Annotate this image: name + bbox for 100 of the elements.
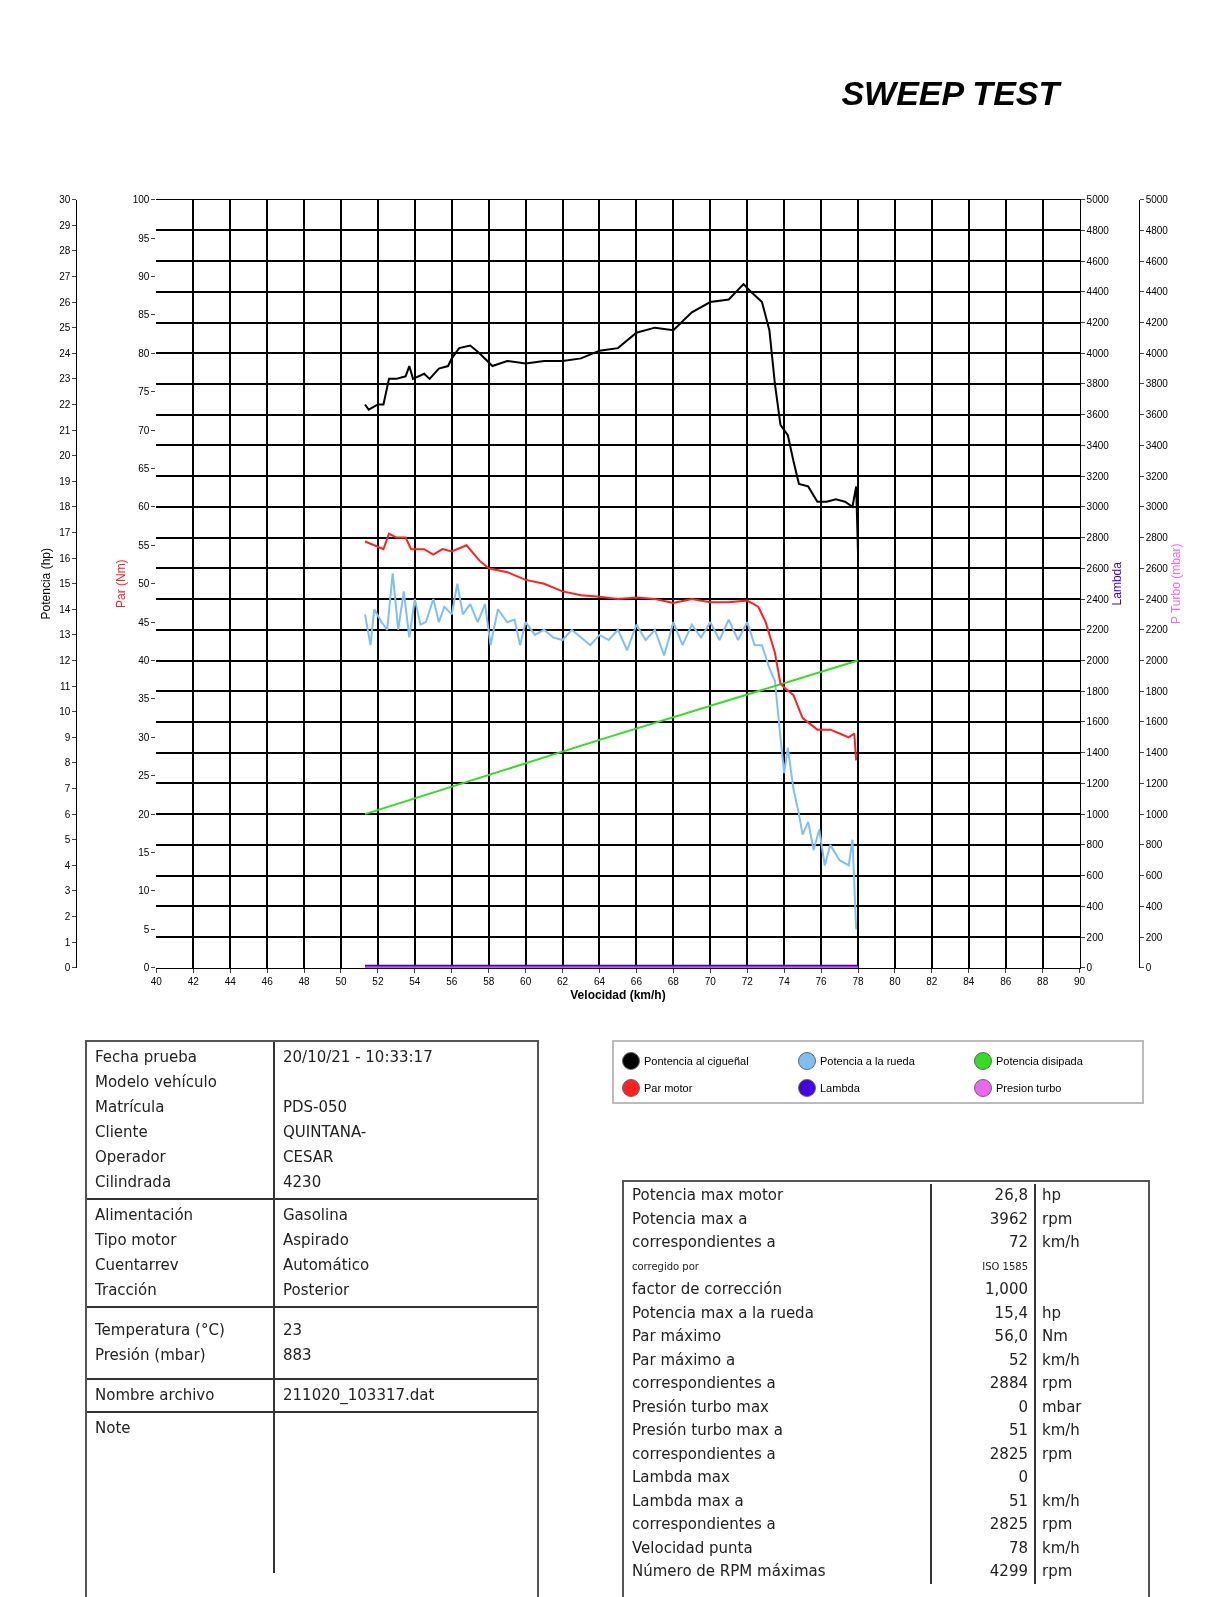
text: Matrícula [95, 1097, 166, 1118]
text: hp [1042, 1302, 1063, 1324]
y2-tick-label: 90 [138, 270, 150, 282]
y3-tick-label: 1800 [1086, 685, 1110, 697]
text: correspondientes a [632, 1443, 777, 1465]
y2-tick-label: 75 [138, 386, 150, 398]
text: 78 [1007, 1537, 1028, 1559]
text: rpm [1042, 1443, 1074, 1465]
text: 4800 [1145, 224, 1169, 236]
legend-label: Potencia disipada [996, 1055, 1083, 1067]
text: Gasolina [283, 1205, 349, 1226]
text: 5000 [1145, 194, 1169, 206]
x-tick-label: 82 [926, 975, 938, 987]
y-tick-label: 0 [64, 962, 71, 974]
y3-tick-label: 1000 [1086, 808, 1110, 820]
y3-tick-label: 4200 [1086, 317, 1110, 329]
text: 4600 [1145, 255, 1169, 267]
text: factor de corrección [632, 1279, 783, 1300]
text: Potencia max a [632, 1208, 749, 1230]
y-tick-label: 10 [59, 706, 71, 718]
x-tick-label: 48 [298, 975, 311, 987]
y3-tick-label: 5000 [1086, 194, 1110, 206]
y-tick-label: 11 [59, 680, 71, 692]
text: 2200 [1145, 624, 1169, 636]
text: PDS-050 [283, 1097, 349, 1118]
text: 2884 [988, 1373, 1028, 1394]
text: km/h [1042, 1490, 1081, 1512]
y-tick-label: 27 [59, 270, 71, 282]
y3-tick-label: 4600 [1086, 255, 1110, 267]
text: 1200 [1145, 777, 1169, 789]
text: Número de RPM máximas [632, 1561, 827, 1582]
text: 2400 [1145, 593, 1169, 605]
y3-tick-label: 2600 [1086, 562, 1110, 574]
text: 1,000 [984, 1279, 1028, 1300]
text: 51 [1007, 1420, 1028, 1441]
y3-tick-label: 2000 [1086, 655, 1110, 667]
y3-tick-label: 2400 [1086, 593, 1110, 605]
y2-tick-label: 70 [138, 424, 150, 436]
x-axis-title: Velocidad (km/h) [570, 987, 666, 1002]
text: 0 [1017, 1396, 1028, 1418]
y3-tick-label: 4400 [1086, 286, 1110, 298]
y-tick-label: 25 [59, 322, 71, 334]
x-tick-label: 46 [261, 975, 274, 987]
text: Presión turbo max [632, 1396, 770, 1418]
y-tick-label: 8 [64, 757, 71, 769]
y2-tick-label: 55 [138, 539, 150, 551]
text: 26,8 [993, 1185, 1028, 1206]
x-tick-label: 88 [1037, 975, 1049, 987]
y-tick-label: 6 [64, 808, 71, 820]
text: Automático [283, 1255, 370, 1276]
text: 600 [1145, 870, 1163, 882]
text: 51 [1007, 1490, 1028, 1512]
y3-tick-label: 0 [1086, 962, 1093, 974]
text: Posterior [283, 1280, 351, 1301]
text: Modelo vehículo [95, 1072, 218, 1093]
x-tick-label: 40 [150, 975, 163, 987]
y3-tick-label: 1200 [1086, 777, 1110, 789]
text: km/h [1042, 1349, 1081, 1371]
text: 52 [1007, 1349, 1028, 1371]
y3-tick-label: 600 [1086, 870, 1104, 882]
y-tick-label: 15 [59, 578, 71, 590]
text: 1600 [1145, 716, 1169, 728]
text: 2000 [1145, 655, 1169, 667]
x-tick-label: 80 [889, 975, 901, 987]
text: Cilindrada [95, 1172, 173, 1193]
y2-tick-label: 95 [138, 232, 150, 244]
text: rpm [1042, 1373, 1074, 1394]
y-axis-title: Potencia (hp) [39, 548, 54, 620]
x-tick-label: 50 [335, 975, 347, 987]
text: 2600 [1145, 562, 1169, 574]
x-tick-label: 70 [704, 975, 717, 987]
y-tick-label: 22 [59, 398, 71, 410]
x-tick-label: 64 [593, 975, 606, 987]
text: 3962 [988, 1208, 1028, 1230]
x-tick-label: 58 [483, 975, 495, 987]
text: 1000 [1145, 808, 1169, 820]
text: 4000 [1145, 347, 1169, 359]
text: 72 [1007, 1232, 1028, 1253]
text: 3600 [1145, 409, 1169, 421]
x-tick-label: 42 [187, 975, 200, 987]
text: 200 [1145, 931, 1163, 943]
text: 0 [1145, 962, 1152, 974]
x-tick-label: 72 [741, 975, 754, 987]
text: km/h [1042, 1420, 1081, 1441]
y-tick-label: 20 [59, 450, 71, 462]
x-tick-label: 60 [520, 975, 532, 987]
text: correspondientes a [632, 1232, 777, 1253]
x-tick-label: 76 [815, 975, 828, 987]
y3-tick-label: 3400 [1086, 439, 1110, 451]
y-tick-label: 21 [59, 424, 71, 436]
text: 3200 [1145, 470, 1169, 482]
text: 3400 [1145, 439, 1169, 451]
y2-tick-label: 30 [138, 731, 150, 743]
y3-tick-label: 2800 [1086, 532, 1110, 544]
text: Cliente [95, 1122, 149, 1143]
y-tick-label: 14 [59, 603, 71, 615]
text: 1400 [1145, 747, 1169, 759]
y-tick-label: 9 [64, 731, 71, 743]
y3-tick-label: 1600 [1086, 716, 1110, 728]
y-tick-label: 23 [59, 373, 71, 385]
